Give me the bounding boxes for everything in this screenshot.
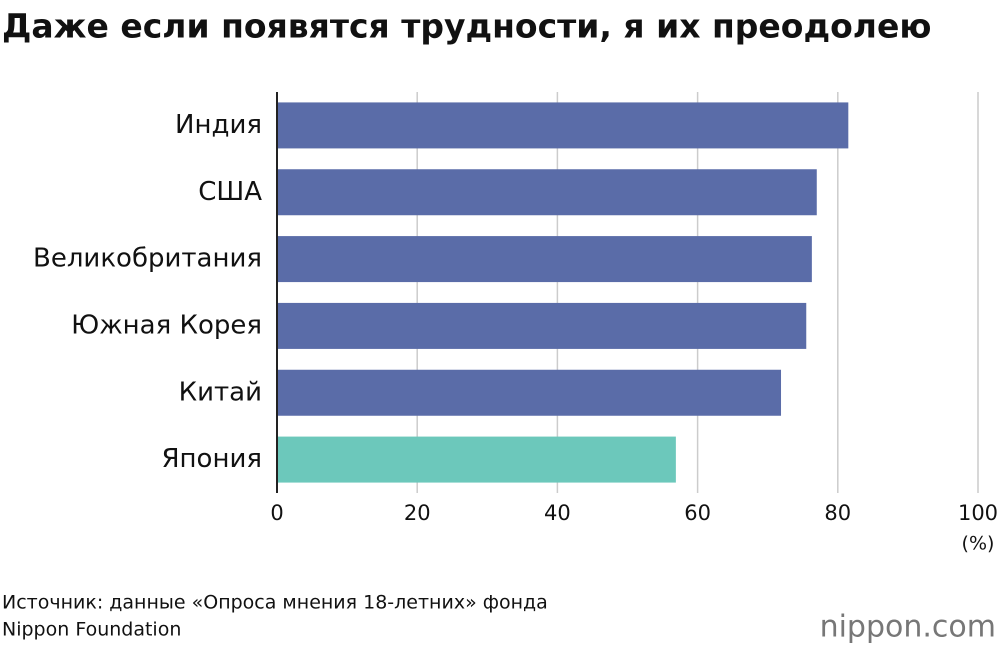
y-tick-label: Южная Корея xyxy=(71,310,262,340)
y-tick-label: США xyxy=(198,177,262,207)
bar xyxy=(277,169,817,216)
bar xyxy=(277,236,812,283)
y-tick-label: Китай xyxy=(179,377,262,407)
x-tick-label: 0 xyxy=(270,501,283,525)
bar xyxy=(277,302,807,349)
x-tick-label: 60 xyxy=(684,501,711,525)
y-tick-label: Индия xyxy=(175,110,262,140)
x-tick-label: 40 xyxy=(544,501,571,525)
y-tick-label: Великобритания xyxy=(33,244,262,274)
x-unit: (%) xyxy=(962,533,995,555)
source: Источник: данные «Опроса мнения 18-летни… xyxy=(2,592,548,614)
logo: nippon.com xyxy=(820,610,996,645)
bar xyxy=(277,102,849,149)
bar xyxy=(277,369,782,416)
x-tick-label: 20 xyxy=(404,501,431,525)
source: Nippon Foundation xyxy=(2,619,181,641)
chart-title: Даже если появятся трудности, я их преод… xyxy=(2,7,931,46)
y-tick-label: Япония xyxy=(161,444,262,474)
x-tick-label: 80 xyxy=(824,501,851,525)
x-tick-label: 100 xyxy=(958,501,998,525)
bar xyxy=(277,436,676,483)
